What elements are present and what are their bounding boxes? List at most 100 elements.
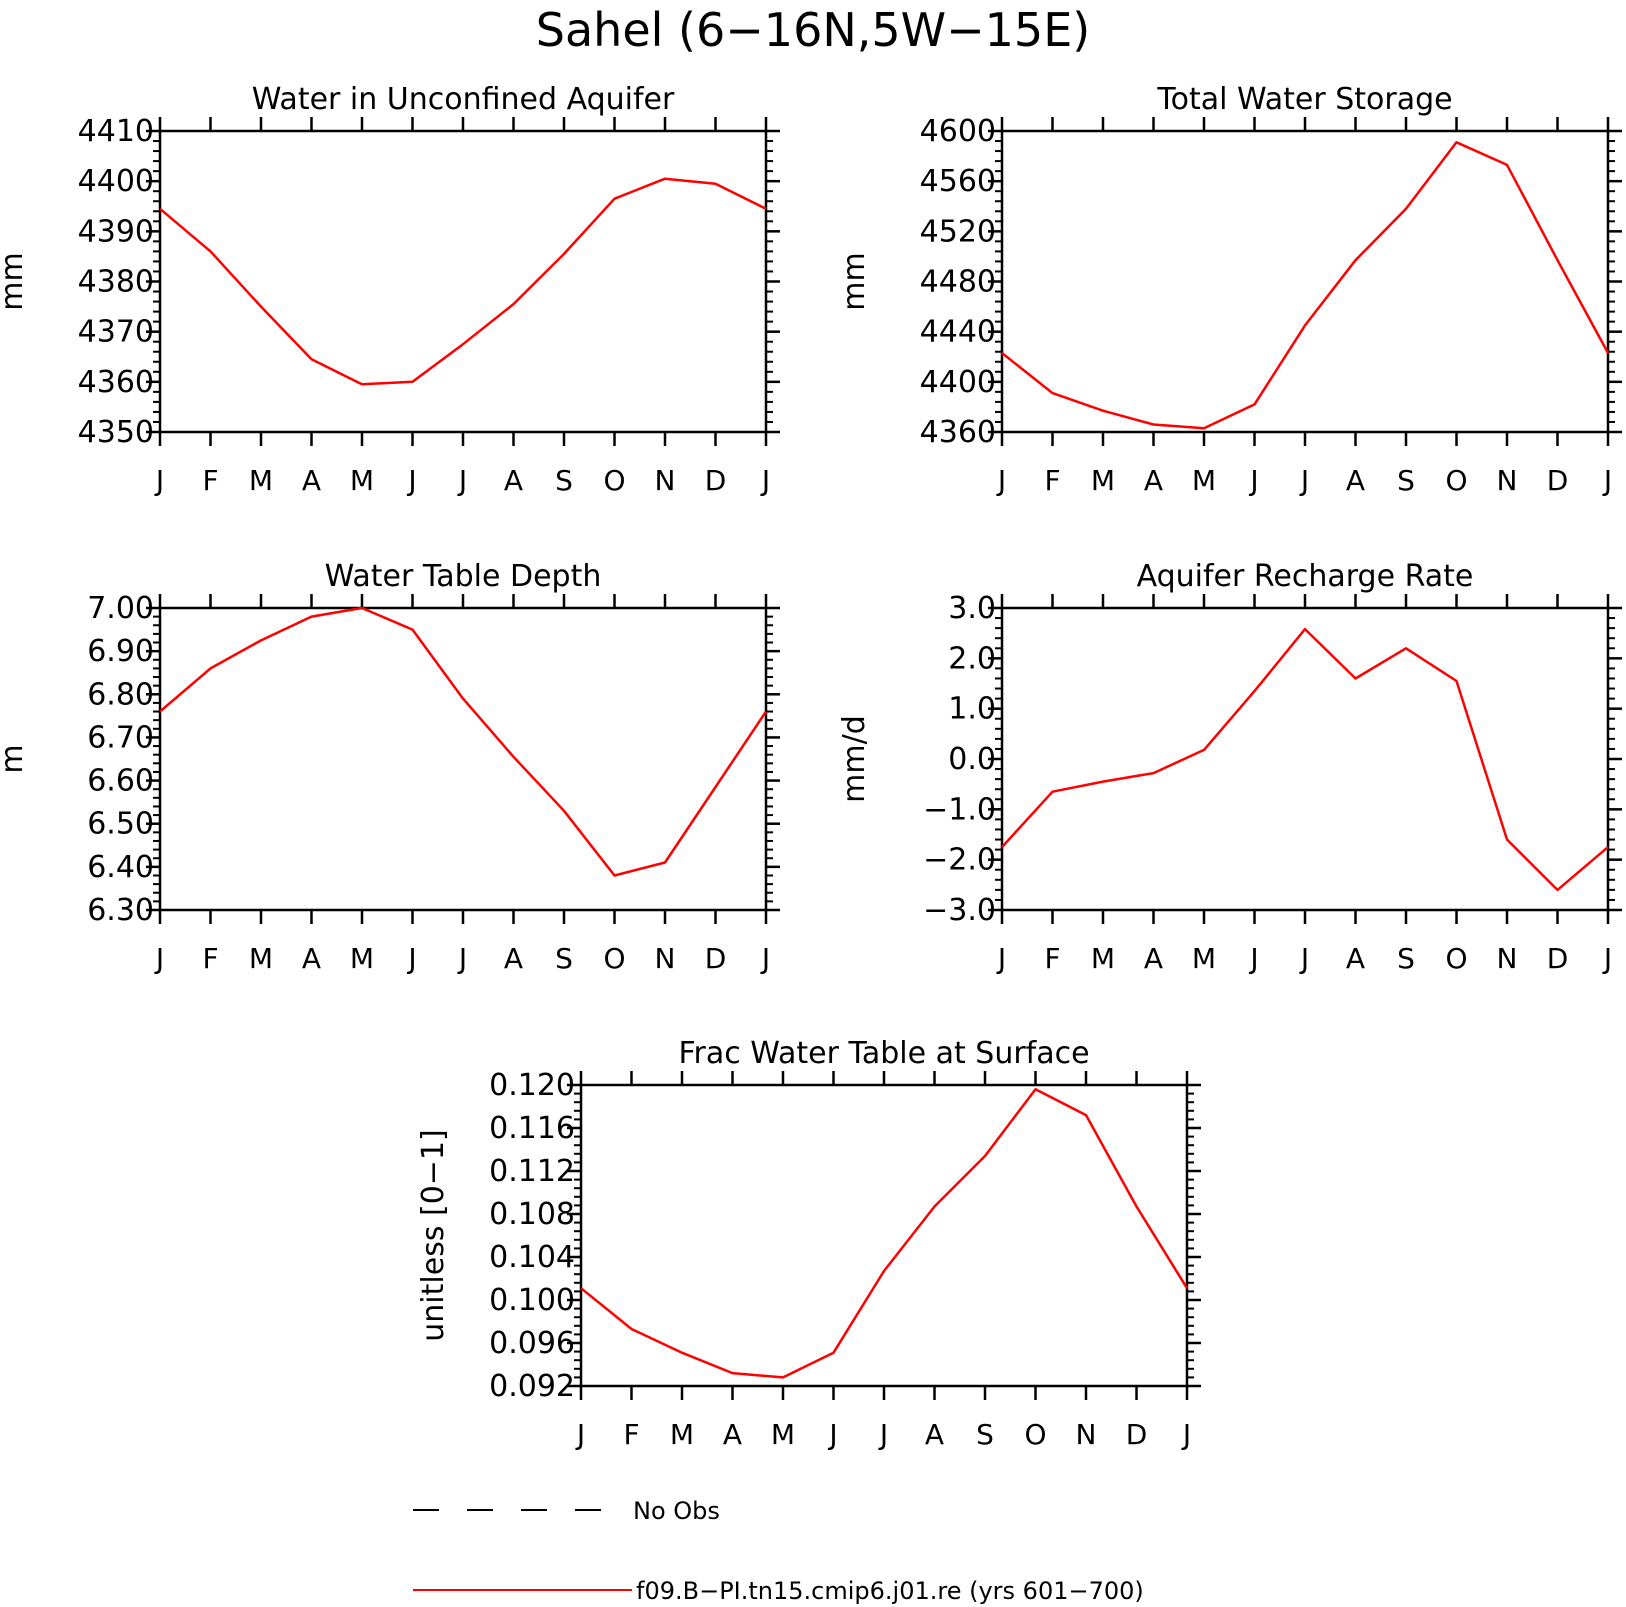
x-tick-label: J [1181,1418,1191,1451]
x-tick-label: J [996,942,1006,975]
x-tick-label: M [771,1418,795,1451]
x-tick-label: S [555,942,573,975]
chart-panel-aquifer-water: J F M A M J J A S O N D J435043604370438043904400441… [0,82,780,497]
y-tick-label: 4380 [78,265,154,300]
chart-panel-water-table-depth: J F M A M J J A S O N D J6.306.406.506.606.706.806.9… [0,559,780,975]
y-tick-label: 6.70 [87,720,154,755]
series-line [159,177,767,386]
y-tick-label: 6.80 [87,677,154,712]
x-tick-label: M [249,942,273,975]
y-axis-label: m [0,744,30,773]
y-tick-label: −2.0 [923,843,996,878]
x-tick-label: J [1299,464,1309,497]
x-tick-label: J [457,942,467,975]
chart-panel-recharge-rate: J F M A M J J A S O N D J−3.0−2.0−1.00.01.02.03.0Aqu… [837,559,1622,975]
y-tick-label: 3.0 [948,591,996,626]
y-tick-label: 6.90 [87,634,154,669]
x-tick-label: O [603,464,625,497]
x-tick-label: M [1091,464,1115,497]
series-line [159,606,768,877]
y-tick-label: 1.0 [948,692,996,727]
y-axis-label: unitless [0−1] [416,1129,451,1341]
x-tick-label: N [1497,464,1518,497]
chart-panel-total-water-storage: J F M A M J J A S O N D J436044004440448045204560460… [837,82,1622,497]
y-tick-label: 0.096 [489,1326,575,1361]
x-tick-label: O [1445,464,1467,497]
y-tick-label: 0.0 [948,742,996,777]
x-tick-label: A [723,1418,742,1451]
figure-title: Sahel (6−16N,5W−15E) [536,3,1090,57]
x-tick-label: M [670,1418,694,1451]
x-tick-label: D [1126,1418,1148,1451]
x-tick-label: S [555,464,573,497]
x-tick-label: O [1445,942,1467,975]
panel-title: Water Table Depth [325,559,602,594]
y-tick-label: −3.0 [923,893,996,928]
x-tick-label: J [1248,942,1258,975]
x-tick-label: O [1024,1418,1046,1451]
y-tick-label: 0.100 [489,1283,575,1318]
x-tick-label: D [705,464,727,497]
x-tick-label: J [878,1418,888,1451]
x-tick-label: J [575,1418,585,1451]
x-tick-label: J [406,942,416,975]
x-tick-label: M [249,464,273,497]
y-tick-label: −1.0 [923,792,996,827]
y-tick-label: 4360 [78,365,154,400]
y-tick-label: 4520 [920,214,996,249]
y-tick-label: 0.112 [489,1154,575,1189]
series-line [1001,627,1609,892]
x-tick-label: M [1192,942,1216,975]
x-tick-label: J [406,464,416,497]
x-tick-label: F [202,464,218,497]
plot-frame [158,606,768,912]
y-tick-label: 4440 [920,315,996,350]
x-tick-label: A [925,1418,944,1451]
panel-title: Aquifer Recharge Rate [1137,559,1474,594]
y-tick-label: 0.104 [489,1240,575,1275]
y-tick-label: 4400 [920,365,996,400]
y-tick-label: 0.092 [489,1369,575,1404]
panel-title: Total Water Storage [1156,82,1452,117]
x-tick-label: D [705,942,727,975]
x-tick-label: S [976,1418,994,1451]
x-tick-label: F [623,1418,639,1451]
legend: No Obs f09.B−PI.tn15.cmip6.j01.re (yrs 6… [413,1497,1144,1605]
x-tick-label: J [154,942,164,975]
y-tick-label: 4350 [78,415,154,450]
x-tick-label: M [350,942,374,975]
plot-frame [1000,129,1610,434]
plot-frame [579,1083,1189,1388]
y-tick-label: 6.60 [87,764,154,799]
x-tick-label: J [760,464,770,497]
series-line [1001,141,1610,430]
x-tick-label: M [1192,464,1216,497]
x-tick-label: N [1076,1418,1097,1451]
x-tick-label: A [1144,942,1163,975]
x-tick-label: S [1397,942,1415,975]
x-tick-label: J [827,1418,837,1451]
y-axis-label: mm/d [837,715,872,803]
x-tick-label: F [1044,942,1060,975]
plot-frame [1000,606,1610,912]
x-tick-label: M [350,464,374,497]
y-tick-label: 4370 [78,315,154,350]
x-tick-label: J [457,464,467,497]
y-tick-label: 4600 [920,114,996,149]
x-tick-label: J [1602,464,1612,497]
x-tick-label: D [1547,942,1569,975]
x-tick-label: J [1248,464,1258,497]
y-axis-label: mm [0,252,30,310]
panels: J F M A M J J A S O N D J435043604370438043904400441… [0,82,1622,1451]
x-tick-label: J [154,464,164,497]
y-tick-label: 6.30 [87,893,154,928]
x-tick-label: A [302,464,321,497]
y-tick-label: 6.50 [87,807,154,842]
series-line [580,1088,1189,1379]
x-tick-label: N [655,464,676,497]
x-tick-label: N [1497,942,1518,975]
x-tick-label: A [1346,942,1365,975]
y-tick-label: 6.40 [87,850,154,885]
x-tick-label: A [302,942,321,975]
